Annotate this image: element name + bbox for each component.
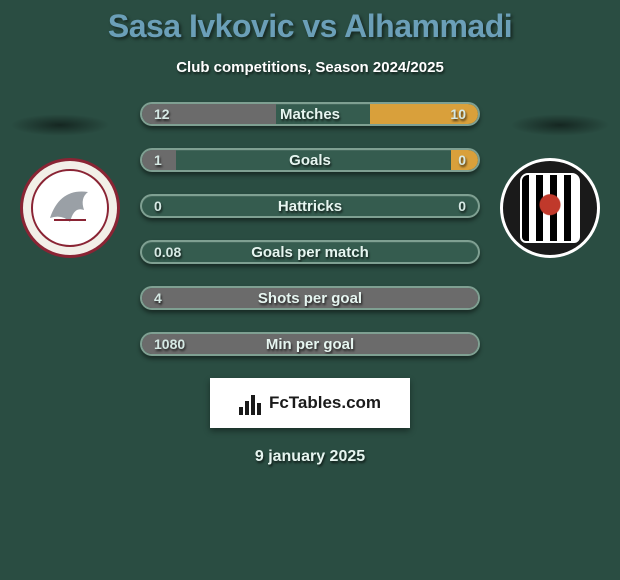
team-logo-left bbox=[20, 158, 120, 258]
stat-value-left: 0 bbox=[154, 196, 162, 216]
team-logo-left-inner bbox=[31, 169, 109, 247]
stat-bar-track: 1080Min per goal bbox=[140, 332, 480, 356]
jersey-stripes-icon bbox=[520, 173, 580, 243]
branding-text: FcTables.com bbox=[269, 393, 381, 413]
stat-value-right: 0 bbox=[458, 150, 466, 170]
stat-label: Hattricks bbox=[142, 196, 478, 216]
stat-value-left: 0.08 bbox=[154, 242, 181, 262]
stat-label: Goals per match bbox=[142, 242, 478, 262]
subtitle: Club competitions, Season 2024/2025 bbox=[0, 59, 620, 76]
stat-row: 4Shots per goal bbox=[140, 286, 480, 310]
bar-chart-icon bbox=[239, 391, 263, 415]
player-shadow-left bbox=[10, 114, 110, 136]
stat-bar-track: 4Shots per goal bbox=[140, 286, 480, 310]
player-shadow-right bbox=[510, 114, 610, 136]
stat-row: 1 0Goals bbox=[140, 148, 480, 172]
stat-value-left: 4 bbox=[154, 288, 162, 308]
stat-row: 0.08Goals per match bbox=[140, 240, 480, 264]
stat-value-left: 12 bbox=[154, 104, 170, 124]
stat-value-left: 1 bbox=[154, 150, 162, 170]
stat-value-right: 0 bbox=[458, 196, 466, 216]
stat-bar-track: 1210Matches bbox=[140, 102, 480, 126]
page-title: Sasa Ivkovic vs Alhammadi bbox=[0, 0, 620, 45]
stat-value-left: 1080 bbox=[154, 334, 185, 354]
stat-row: 0 0Hattricks bbox=[140, 194, 480, 218]
team-logo-right bbox=[500, 158, 600, 258]
stat-bar-left-fill bbox=[142, 288, 478, 308]
stat-bar-track: 0.08Goals per match bbox=[140, 240, 480, 264]
stat-bar-left-fill bbox=[142, 334, 478, 354]
falcon-icon bbox=[40, 178, 100, 238]
date-label: 9 january 2025 bbox=[0, 448, 620, 466]
comparison-area: 1210Matches10Goals00Hattricks0.08Goals p… bbox=[0, 102, 620, 356]
stat-value-right: 10 bbox=[450, 104, 466, 124]
stat-bars: 1210Matches10Goals00Hattricks0.08Goals p… bbox=[140, 102, 480, 356]
stat-bar-track: 1 0Goals bbox=[140, 148, 480, 172]
stat-row: 1210Matches bbox=[140, 102, 480, 126]
stat-bar-track: 0 0Hattricks bbox=[140, 194, 480, 218]
branding-badge: FcTables.com bbox=[210, 378, 410, 428]
stat-row: 1080Min per goal bbox=[140, 332, 480, 356]
stat-label: Goals bbox=[142, 150, 478, 170]
